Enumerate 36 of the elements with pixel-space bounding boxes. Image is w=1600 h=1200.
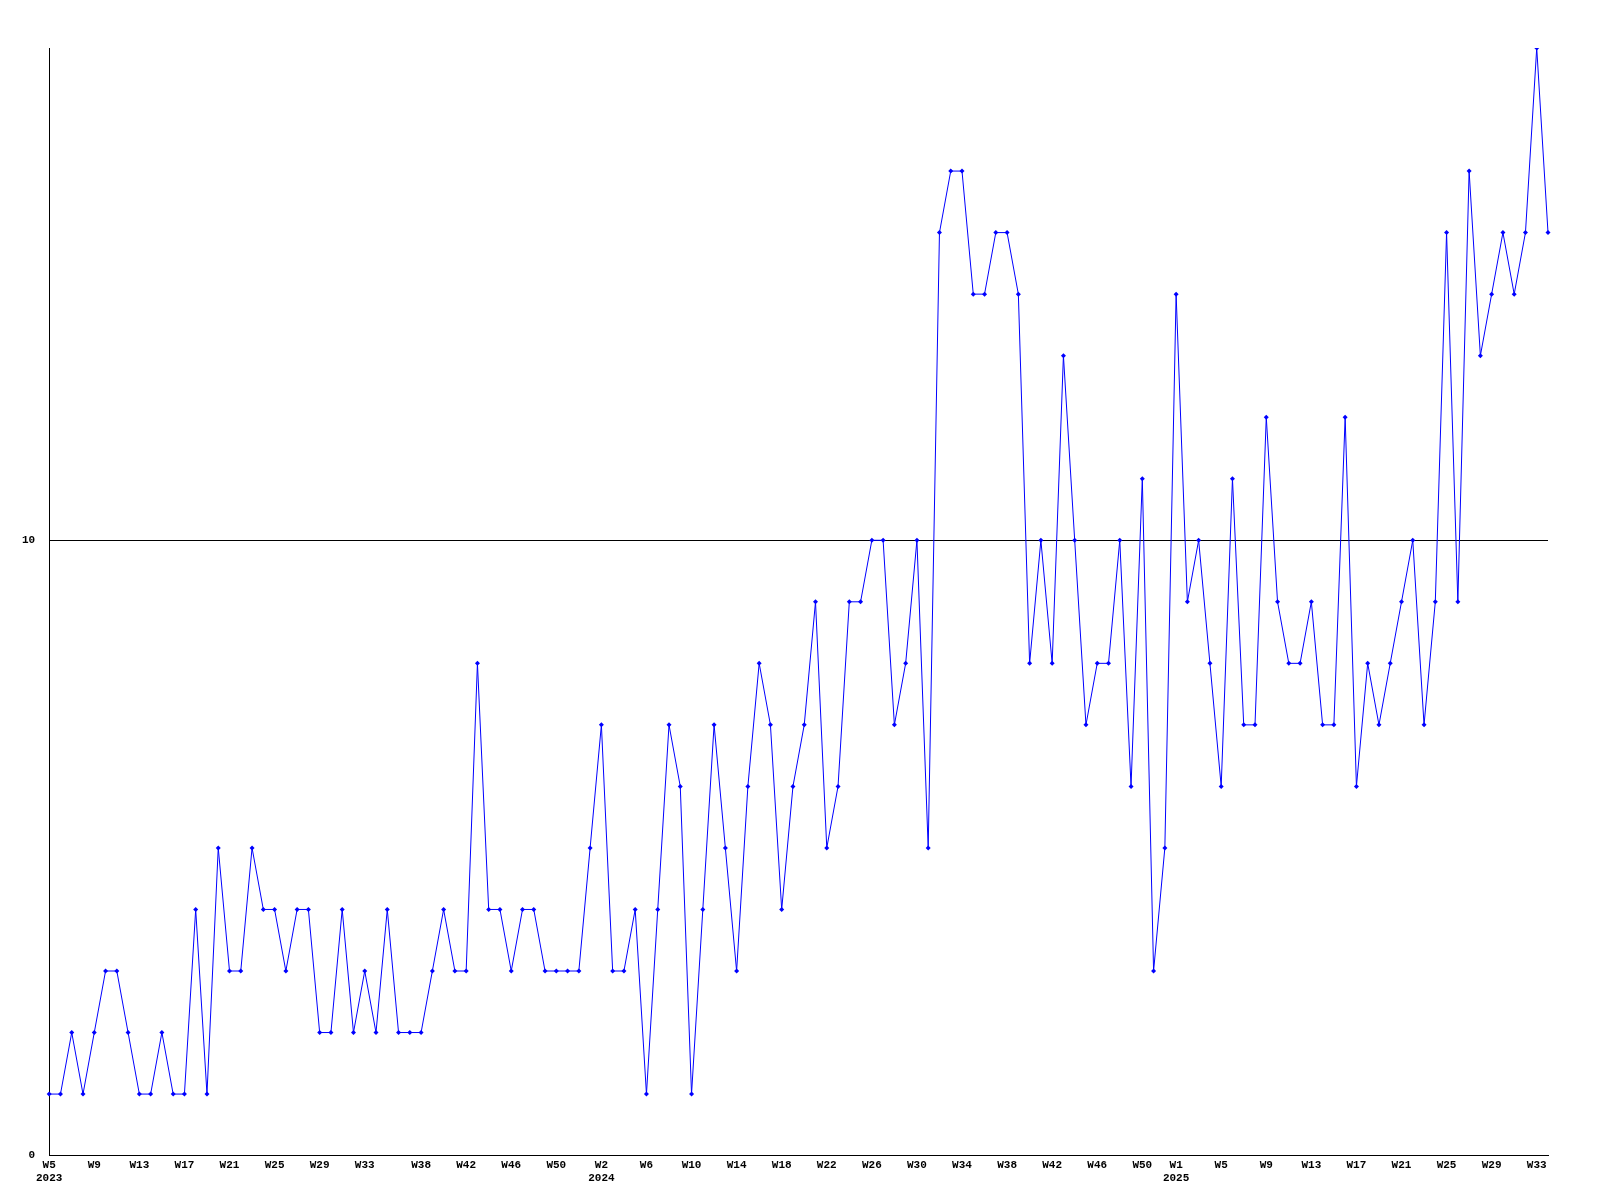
x-tick-label: W33 (1526, 1158, 1548, 1171)
x-tick-label: W5 (1214, 1158, 1229, 1171)
x-tick-label: W1 2025 (1162, 1158, 1190, 1185)
x-tick-label: W42 (456, 1158, 477, 1171)
x-tick-label: W22 (816, 1158, 837, 1171)
x-tick-label: W33 (354, 1158, 376, 1171)
x-tick-label: W38 (997, 1158, 1018, 1171)
x-tick-label: W50 (546, 1158, 567, 1171)
x-tick-label: W50 (1132, 1158, 1153, 1171)
x-tick-label: W17 (174, 1158, 195, 1171)
x-tick-label: W46 (1087, 1158, 1108, 1171)
x-tick-label: W9 (87, 1158, 101, 1171)
x-tick-label: W26 (861, 1158, 882, 1171)
x-tick-label: W21 (219, 1158, 240, 1171)
x-tick-label: W6 (639, 1158, 654, 1171)
x-tick-label: W34 (952, 1158, 973, 1171)
x-tick-label: W21 (1391, 1158, 1412, 1171)
x-tick-label: W13 (1301, 1158, 1322, 1171)
x-tick-label: W38 (411, 1158, 432, 1171)
x-tick-label: W29 (309, 1158, 330, 1171)
x-tick-label: W18 (771, 1158, 792, 1171)
x-tick-label: W2 2024 (588, 1158, 615, 1185)
x-tick-label: W25 (1436, 1158, 1457, 1171)
x-tick-label: W42 (1042, 1158, 1063, 1171)
x-tick-label: W10 (681, 1158, 702, 1171)
x-tick-label: W14 (726, 1158, 747, 1171)
y-tick-label: 10 (22, 534, 36, 547)
y-tick-label: 0 (28, 1149, 36, 1162)
x-tick-label: W13 (129, 1158, 150, 1171)
x-tick-label: W17 (1346, 1158, 1367, 1171)
x-tick-label: W9 (1259, 1158, 1273, 1171)
x-tick-label: W30 (907, 1158, 927, 1171)
x-tick-label: W29 (1481, 1158, 1502, 1171)
x-tick-label: W46 (501, 1158, 522, 1171)
x-tick-label: W5 2023 (36, 1158, 63, 1185)
x-tick-label: W25 (264, 1158, 285, 1171)
